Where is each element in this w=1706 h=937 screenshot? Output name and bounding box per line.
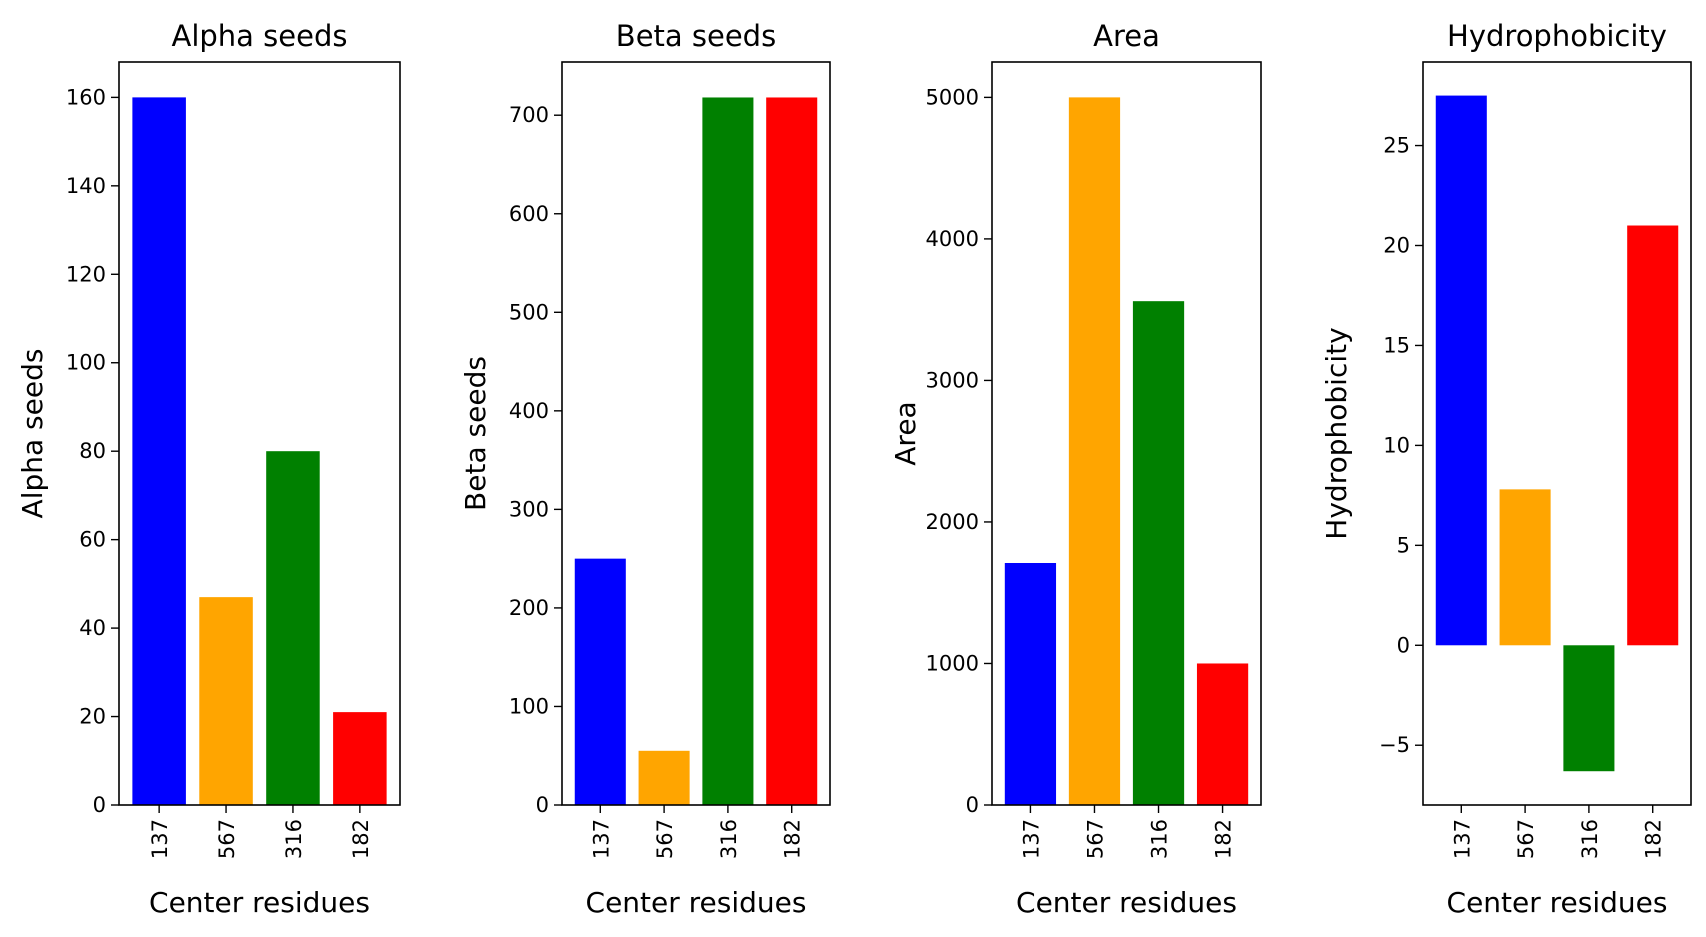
y-tick-label: 0 <box>1397 633 1410 657</box>
y-axis-label: Area <box>889 401 922 465</box>
x-tick-label: 316 <box>282 819 306 859</box>
chart-panel-4: −5 0 5 10 15 20 25 137 567 316 182 Hydrophobicity Ce… <box>1320 19 1692 919</box>
bar-567 <box>638 750 690 805</box>
bar-567 <box>199 597 253 805</box>
bar-182 <box>1196 663 1249 805</box>
y-tick-label: 1000 <box>926 651 979 675</box>
x-tick-label: 567 <box>653 819 677 859</box>
chart-title: Beta seeds <box>616 19 776 53</box>
y-tick-label: 15 <box>1383 333 1410 357</box>
bar-316 <box>1132 301 1185 805</box>
x-axis-label: Center residues <box>586 886 807 919</box>
x-tick-label: 316 <box>1148 819 1172 859</box>
bar-137 <box>574 558 626 805</box>
chart-panel-2: 0 100 200 300 400 500 600 700 137 567 316 182 Beta s… <box>459 19 831 919</box>
chart-title: Alpha seeds <box>172 19 348 53</box>
y-tick-label: 400 <box>509 399 549 423</box>
y-tick-label: 200 <box>509 596 549 620</box>
x-tick-label: 137 <box>1019 819 1043 859</box>
x-tick-label: 316 <box>717 819 741 859</box>
bar-316 <box>266 451 320 805</box>
y-tick-label: 20 <box>1383 234 1410 258</box>
y-tick-label: 5000 <box>926 85 979 109</box>
y-tick-label: 4000 <box>926 227 979 251</box>
y-tick-label: 0 <box>93 793 106 817</box>
bar-137 <box>1004 562 1057 805</box>
x-tick-label: 316 <box>1578 819 1602 859</box>
chart-panel-1: 0 20 40 60 80 100 120 140 160 137 567 316 182 Alpha s… <box>16 19 401 919</box>
axis-frame <box>118 61 401 806</box>
x-tick-label: 182 <box>781 819 805 859</box>
y-tick-label: 25 <box>1383 134 1410 158</box>
x-tick-label: 137 <box>589 819 613 859</box>
bar-182 <box>333 712 387 805</box>
y-tick-label: 600 <box>509 202 549 226</box>
y-tick-label: 20 <box>79 705 106 729</box>
bar-137 <box>1435 95 1487 646</box>
x-tick-label: 182 <box>1642 819 1666 859</box>
axis-frame <box>561 61 831 806</box>
bar-316 <box>702 97 754 806</box>
y-axis-label: Beta seeds <box>459 356 492 511</box>
bar-316 <box>1563 645 1615 772</box>
y-tick-label: 5 <box>1397 533 1410 557</box>
x-tick-label: 567 <box>215 819 239 859</box>
x-tick-label: 567 <box>1514 819 1538 859</box>
y-tick-label: 700 <box>509 103 549 127</box>
x-axis-label: Center residues <box>149 886 370 919</box>
y-tick-label: 10 <box>1383 433 1410 457</box>
x-axis-label: Center residues <box>1447 886 1668 919</box>
y-tick-label: 100 <box>509 694 549 718</box>
x-tick-label: 137 <box>148 819 172 859</box>
y-axis-label: Alpha seeds <box>16 349 49 519</box>
y-tick-label: 40 <box>79 616 106 640</box>
bar-182 <box>1627 225 1679 646</box>
y-tick-label: 160 <box>66 85 106 109</box>
y-tick-label: 120 <box>66 262 106 286</box>
bar-567 <box>1068 97 1121 805</box>
y-tick-label: 2000 <box>926 510 979 534</box>
x-tick-label: 182 <box>349 819 373 859</box>
y-tick-label: 3000 <box>926 368 979 392</box>
chart-title: Area <box>1093 19 1160 53</box>
chart-panel-3: 0 1000 2000 3000 4000 5000 137 567 316 182 Area Cen… <box>889 19 1262 919</box>
y-axis-label: Hydrophobicity <box>1320 327 1353 539</box>
y-tick-label: 60 <box>79 528 106 552</box>
axis-frame <box>1422 61 1692 806</box>
y-tick-label: 300 <box>509 497 549 521</box>
y-tick-label: 0 <box>966 793 979 817</box>
x-tick-label: 137 <box>1450 819 1474 859</box>
y-tick-label: 500 <box>509 300 549 324</box>
chart-title: Hydrophobicity <box>1447 19 1667 53</box>
axis-frame <box>991 61 1262 806</box>
y-tick-label: 140 <box>66 174 106 198</box>
x-axis-label: Center residues <box>1016 886 1237 919</box>
y-tick-label: 80 <box>79 439 106 463</box>
y-tick-label: 100 <box>66 351 106 375</box>
x-tick-label: 182 <box>1212 819 1236 859</box>
bar-182 <box>766 97 818 806</box>
bar-567 <box>1499 489 1551 646</box>
y-tick-label: −5 <box>1379 733 1410 757</box>
bar-137 <box>132 97 186 805</box>
x-tick-label: 567 <box>1083 819 1107 859</box>
y-tick-label: 0 <box>536 793 549 817</box>
